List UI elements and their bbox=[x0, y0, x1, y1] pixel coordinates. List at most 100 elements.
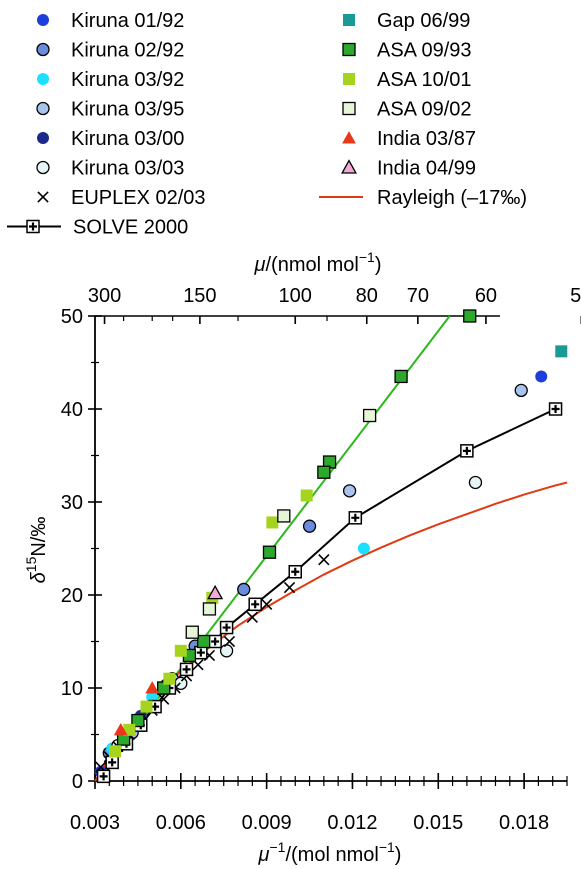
legend-marker-kiruna-03-03 bbox=[36, 160, 50, 175]
legend-item-kiruna-03-95: Kiruna 03/95 bbox=[36, 99, 184, 121]
top-tick-label-80: 80 bbox=[356, 285, 378, 307]
data-point-euplex-02-03 bbox=[223, 635, 236, 648]
data-point-asa-09-93 bbox=[131, 713, 145, 728]
y-tick-label-40: 40 bbox=[61, 399, 83, 421]
legend-label-india-04-99: India 04/99 bbox=[377, 158, 476, 180]
data-point-asa-09-02 bbox=[277, 509, 291, 523]
legend-item-rayleigh-17: Rayleigh (–17‰) bbox=[319, 187, 527, 209]
top-tick-label-70: 70 bbox=[407, 285, 429, 307]
data-point-solve-2000 bbox=[208, 634, 222, 649]
data-point-kiruna-03-95 bbox=[514, 383, 528, 398]
legend-item-asa-10-01: ASA 10/01 bbox=[343, 69, 472, 91]
data-point-euplex-02-03 bbox=[283, 581, 296, 594]
top-tick-label-100: 100 bbox=[279, 285, 312, 307]
data-point-kiruna-03-03 bbox=[219, 644, 234, 658]
data-point-asa-09-93 bbox=[197, 634, 211, 649]
legend-marker-asa-09-93 bbox=[342, 42, 356, 57]
data-point-solve-2000 bbox=[105, 755, 119, 770]
legend-item-euplex-02-03: EUPLEX 02/03 bbox=[37, 187, 206, 209]
legend-item-solve-2000: SOLVE 2000 bbox=[7, 217, 188, 239]
plot-lines bbox=[94, 315, 568, 782]
y-tick-label-30: 30 bbox=[61, 492, 83, 514]
legend-marker-kiruna-03-92 bbox=[37, 73, 49, 85]
legend-label-kiruna-03-00: Kiruna 03/00 bbox=[71, 128, 184, 150]
legend-item-kiruna-03-92: Kiruna 03/92 bbox=[37, 69, 184, 91]
legend-marker-india-04-99 bbox=[340, 159, 358, 174]
data-point-asa-10-01 bbox=[300, 489, 313, 502]
data-point-solve-2000 bbox=[460, 444, 474, 458]
legend-marker-kiruna-03-00 bbox=[37, 132, 49, 144]
x-tick-label-2: 0.009 bbox=[242, 812, 292, 834]
x-tick-label-4: 0.015 bbox=[413, 812, 463, 834]
legend-label-kiruna-01-92: Kiruna 01/92 bbox=[71, 10, 184, 32]
data-point-kiruna-03-92 bbox=[357, 542, 370, 555]
data-point-kiruna-02-92 bbox=[237, 582, 251, 597]
data-point-asa-10-01 bbox=[174, 644, 187, 657]
top-axis-title: μ/(nmol mol−1) bbox=[254, 249, 382, 276]
data-point-asa-10-01 bbox=[123, 723, 136, 736]
legend-label-asa-09-02: ASA 09/02 bbox=[377, 99, 472, 121]
legend-item-asa-09-93: ASA 09/93 bbox=[342, 40, 472, 62]
y-tick-label-20: 20 bbox=[61, 585, 83, 607]
legend-item-india-04-99: India 04/99 bbox=[340, 158, 476, 180]
data-point-kiruna-01-92 bbox=[535, 370, 548, 383]
data-point-kiruna-03-95 bbox=[342, 484, 357, 498]
data-point-asa-09-93 bbox=[463, 309, 477, 323]
data-point-asa-10-01 bbox=[140, 700, 153, 713]
data-point-asa-10-01 bbox=[266, 516, 279, 529]
data-point-asa-09-93 bbox=[317, 465, 331, 479]
y-tick-label-50: 50 bbox=[61, 306, 83, 328]
legend-item-kiruna-02-92: Kiruna 02/92 bbox=[36, 40, 184, 62]
series-line-rayleigh-17 bbox=[94, 481, 568, 782]
legend-marker-kiruna-02-92 bbox=[36, 42, 50, 57]
series-asa-09-02 bbox=[185, 408, 377, 639]
x-axis: 0.003 0.006 0.009 0.012 0.015 0.018 bbox=[70, 773, 568, 834]
legend: Kiruna 01/92 Kiruna 02/92 Kiruna 03/92 Kiru… bbox=[7, 10, 527, 239]
data-point-euplex-02-03 bbox=[246, 611, 258, 623]
top-tick-label-300: 300 bbox=[88, 285, 121, 307]
legend-label-rayleigh-17: Rayleigh (–17‰) bbox=[377, 187, 527, 209]
data-point-kiruna-02-92 bbox=[302, 519, 317, 533]
data-point-euplex-02-03 bbox=[318, 553, 330, 566]
x-axis-title: μ−1/(mol nmol−1) bbox=[258, 839, 402, 866]
data-point-gap-06-99 bbox=[555, 345, 568, 358]
series-india-04-99 bbox=[207, 584, 224, 600]
legend-marker-euplex-02-03 bbox=[37, 191, 49, 203]
x-tick-label-1: 0.006 bbox=[156, 812, 206, 834]
legend-label-kiruna-03-03: Kiruna 03/03 bbox=[71, 158, 184, 180]
legend-label-asa-09-93: ASA 09/93 bbox=[377, 40, 472, 62]
x-tick-label-3: 0.012 bbox=[327, 812, 377, 834]
legend-label-gap-06-99: Gap 06/99 bbox=[377, 10, 470, 32]
legend-marker-kiruna-01-92 bbox=[37, 14, 49, 26]
data-point-india-03-87 bbox=[113, 722, 128, 736]
top-tick-label-60: 60 bbox=[475, 285, 497, 307]
data-point-solve-2000 bbox=[248, 597, 262, 612]
legend-item-gap-06-99: Gap 06/99 bbox=[343, 10, 470, 32]
legend-label-solve-2000: SOLVE 2000 bbox=[73, 217, 188, 239]
legend-label-euplex-02-03: EUPLEX 02/03 bbox=[71, 187, 206, 209]
data-point-solve-2000 bbox=[288, 565, 302, 579]
legend-label-asa-10-01: ASA 10/01 bbox=[377, 69, 472, 91]
legend-item-kiruna-03-00: Kiruna 03/00 bbox=[37, 128, 184, 150]
legend-marker-asa-09-02 bbox=[342, 101, 356, 116]
legend-marker-gap-06-99 bbox=[343, 14, 355, 26]
legend-marker-kiruna-03-95 bbox=[36, 101, 50, 116]
data-point-asa-09-02 bbox=[362, 408, 377, 423]
x-tick-label-5: 0.018 bbox=[499, 812, 549, 834]
legend-marker-india-03-87 bbox=[342, 131, 356, 144]
top-tick-label-50: 50 bbox=[570, 285, 581, 307]
data-point-india-04-99 bbox=[207, 584, 224, 600]
series-india-03-87 bbox=[113, 681, 160, 736]
data-point-euplex-02-03 bbox=[260, 598, 273, 610]
legend-label-india-03-87: India 03/87 bbox=[377, 128, 476, 150]
x-tick-label-0: 0.003 bbox=[70, 812, 120, 834]
y-axis-title: δ15N/‰ bbox=[23, 517, 50, 584]
legend-label-kiruna-02-92: Kiruna 02/92 bbox=[71, 40, 184, 62]
data-point-asa-10-01 bbox=[109, 745, 122, 758]
data-point-asa-09-02 bbox=[185, 625, 199, 639]
top-tick-label-150: 150 bbox=[183, 285, 216, 307]
legend-item-india-03-87: India 03/87 bbox=[342, 128, 476, 150]
legend-marker-solve-2000 bbox=[26, 219, 40, 234]
series-kiruna-01-92 bbox=[94, 370, 548, 778]
